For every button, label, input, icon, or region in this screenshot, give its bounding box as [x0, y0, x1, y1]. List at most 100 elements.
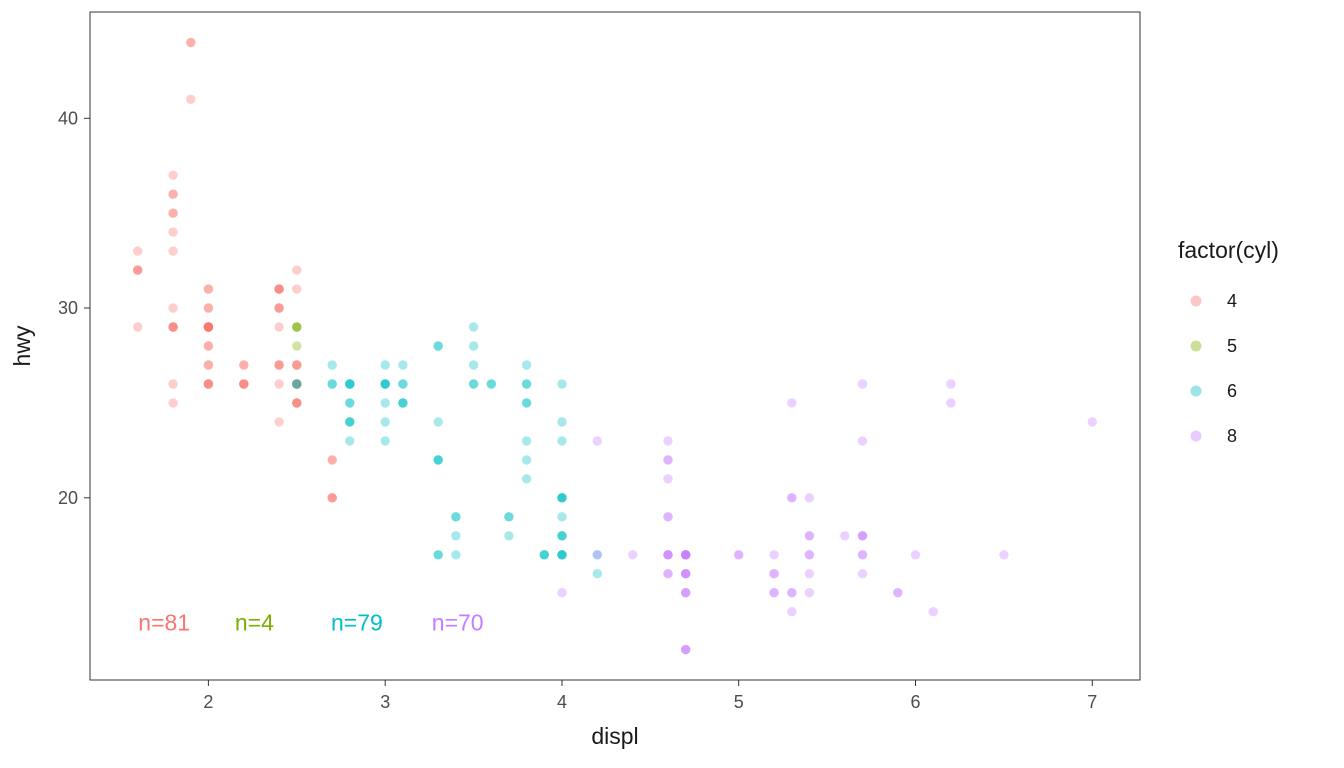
- data-point-cyl8: [663, 550, 673, 560]
- data-point-cyl6: [557, 436, 567, 446]
- data-point-cyl8: [1087, 417, 1098, 427]
- data-point-cyl6: [557, 493, 567, 503]
- data-point-cyl4: [292, 360, 302, 370]
- data-point-cyl6: [433, 455, 443, 465]
- data-point-cyl6: [380, 379, 390, 389]
- data-point-cyl8: [663, 550, 673, 560]
- data-point-cyl8: [663, 512, 673, 522]
- data-point-cyl6: [345, 417, 355, 427]
- data-point-cyl4: [203, 322, 214, 332]
- data-point-cyl6: [433, 341, 443, 351]
- data-point-cyl4: [203, 322, 214, 332]
- legend-key-4-icon: [1190, 295, 1202, 307]
- legend-label: 8: [1227, 426, 1237, 446]
- data-point-cyl6: [592, 550, 602, 560]
- data-point-cyl8: [769, 569, 779, 579]
- data-point-cyl4: [274, 284, 284, 294]
- data-point-cyl4: [203, 379, 214, 389]
- data-point-cyl8: [769, 588, 779, 598]
- data-point-cyl4: [186, 37, 196, 48]
- data-point-cyl4: [274, 284, 284, 294]
- data-point-cyl8: [804, 588, 815, 598]
- data-point-cyl8: [681, 644, 691, 655]
- data-point-cyl8: [681, 550, 691, 560]
- data-point-cyl6: [451, 550, 461, 560]
- y-axis-title: hwy: [9, 325, 35, 366]
- data-point-cyl4: [292, 398, 302, 408]
- legend-label: 4: [1227, 291, 1237, 311]
- data-point-cyl8: [804, 493, 815, 503]
- count-annotation: n=81: [138, 610, 190, 636]
- data-point-cyl6: [292, 379, 302, 389]
- data-point-cyl8: [681, 550, 691, 560]
- data-point-cyl6: [433, 417, 443, 427]
- data-point-cyl6: [433, 341, 443, 351]
- data-point-cyl6: [521, 436, 532, 446]
- data-point-cyl6: [433, 550, 443, 560]
- data-point-cyl8: [681, 644, 691, 655]
- data-point-cyl6: [557, 379, 567, 389]
- data-point-cyl6: [539, 550, 549, 560]
- data-point-cyl8: [663, 569, 673, 579]
- data-point-cyl6: [557, 417, 567, 427]
- data-point-cyl8: [734, 550, 744, 560]
- data-point-cyl4: [327, 493, 337, 503]
- data-point-cyl4: [239, 360, 249, 370]
- legend-title: factor(cyl): [1178, 237, 1279, 263]
- data-point-cyl5: [292, 322, 302, 332]
- data-point-cyl8: [663, 455, 673, 465]
- data-point-cyl6: [521, 474, 532, 484]
- data-point-cyl6: [557, 493, 567, 503]
- data-point-cyl8: [999, 550, 1009, 560]
- data-point-cyl4: [292, 379, 302, 389]
- data-point-cyl8: [592, 550, 602, 560]
- data-point-cyl6: [345, 379, 355, 389]
- data-point-cyl4: [203, 284, 214, 294]
- data-point-cyl6: [592, 569, 602, 579]
- data-point-cyl6: [504, 512, 514, 522]
- data-point-cyl4: [292, 379, 302, 389]
- data-point-cyl6: [557, 531, 567, 541]
- count-annotations-layer: n=81 n=4 n=79 n=70: [138, 610, 483, 636]
- data-point-cyl4: [203, 341, 214, 351]
- data-point-cyl4: [203, 303, 214, 313]
- y-axis-ticks: 20 30 40: [58, 108, 90, 508]
- data-point-cyl5: [292, 322, 302, 332]
- data-point-cyl5: [292, 322, 302, 332]
- data-point-cyl8: [681, 550, 691, 560]
- data-point-cyl8: [769, 550, 779, 560]
- x-axis-ticks: 2 3 4 5 6 7: [203, 680, 1097, 712]
- data-point-cyl4: [274, 303, 284, 313]
- data-point-cyl6: [539, 550, 549, 560]
- data-point-cyl6: [398, 398, 408, 408]
- data-point-cyl4: [292, 360, 302, 370]
- data-point-cyl6: [398, 379, 408, 389]
- data-point-cyl8: [857, 550, 868, 560]
- data-point-cyl4: [168, 322, 178, 332]
- data-point-cyl8: [663, 550, 673, 560]
- data-point-cyl8: [557, 588, 567, 598]
- y-tick-label: 30: [58, 298, 78, 318]
- data-point-cyl4: [168, 322, 178, 332]
- data-point-cyl4: [203, 341, 214, 351]
- data-point-cyl6: [345, 379, 355, 389]
- data-point-cyl6: [380, 379, 390, 389]
- data-point-cyl6: [292, 379, 302, 389]
- data-point-cyl6: [486, 379, 496, 389]
- legend-key-8-icon: [1190, 430, 1202, 442]
- data-point-cyl8: [663, 436, 673, 446]
- data-point-cyl4: [239, 379, 249, 389]
- data-point-cyl4: [203, 284, 214, 294]
- data-point-cyl4: [133, 246, 143, 256]
- data-point-cyl6: [327, 360, 337, 370]
- data-point-cyl4: [133, 265, 143, 275]
- data-point-cyl4: [203, 322, 214, 332]
- data-point-cyl6: [521, 398, 532, 408]
- data-point-cyl8: [857, 569, 868, 579]
- data-point-cyl8: [857, 436, 868, 446]
- data-point-cyl4: [327, 455, 337, 465]
- data-point-cyl4: [292, 398, 302, 408]
- data-point-cyl4: [292, 398, 302, 408]
